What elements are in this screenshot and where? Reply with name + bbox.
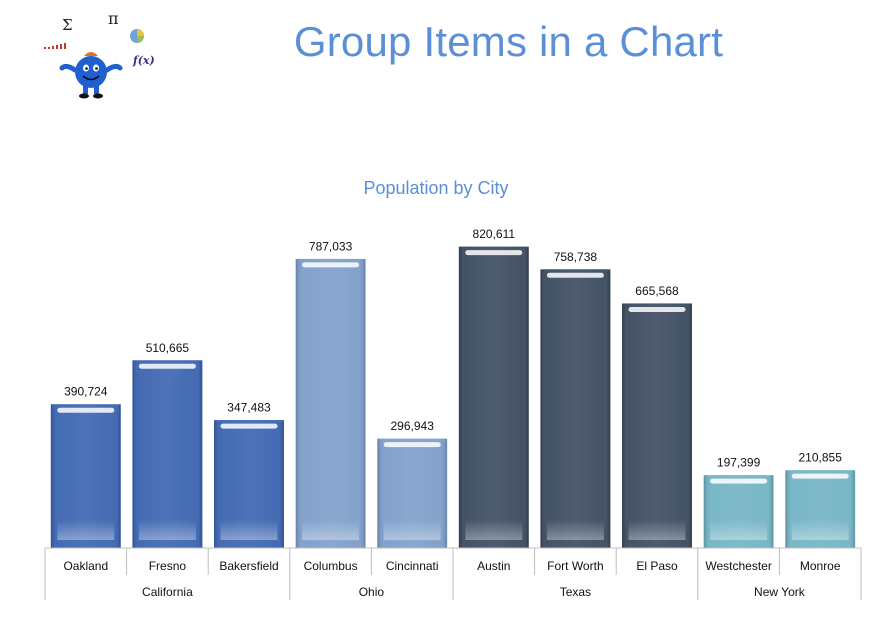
pi-symbol: π [108, 9, 119, 28]
x-tick-label: Cincinnati [386, 559, 439, 573]
x-tick-label: Austin [477, 559, 510, 573]
bar-highlight [710, 478, 768, 484]
bar-highlight [302, 262, 360, 268]
data-label-el-paso: 665,568 [635, 284, 679, 298]
bar-base-glow [465, 520, 523, 540]
bar-highlight [220, 423, 278, 429]
data-label-monroe: 210,855 [799, 451, 843, 465]
bar-base-glow [628, 520, 686, 540]
x-tick-label: El Paso [636, 559, 678, 573]
bar-fresno: 510,665 [132, 341, 203, 549]
chart-title: Population by City [363, 178, 508, 198]
bar-el-paso: 665,568 [622, 284, 692, 549]
x-tick-label: Columbus [304, 559, 358, 573]
data-label-fresno: 510,665 [146, 341, 190, 355]
group-label: Texas [560, 585, 591, 599]
bar-westchester: 197,399 [703, 456, 774, 549]
pie-icon [130, 29, 144, 43]
x-tick-label: Monroe [800, 559, 841, 573]
bar-shine [459, 247, 529, 548]
bar-highlight [383, 442, 441, 448]
bar-highlight [138, 363, 196, 369]
bar-base-glow [791, 520, 849, 540]
bar-base-glow [57, 520, 115, 540]
bar-highlight [791, 473, 849, 479]
group-label: New York [754, 585, 806, 599]
data-label-austin: 820,611 [473, 227, 516, 241]
data-label-cincinnati: 296,943 [391, 419, 435, 433]
data-label-westchester: 197,399 [717, 456, 761, 470]
bar-highlight [57, 407, 115, 413]
x-tick-label: Bakersfield [219, 559, 278, 573]
bar-base-glow [546, 520, 604, 540]
bar-highlight [628, 306, 686, 312]
x-tick-label: Westchester [705, 559, 771, 573]
bar-oakland: 390,724 [50, 385, 121, 549]
x-tick-label: Fort Worth [547, 559, 603, 573]
bar-highlight [465, 250, 523, 256]
data-label-fort-worth: 758,738 [554, 250, 598, 264]
bars-icon [44, 43, 66, 49]
bar-fort-worth: 758,738 [540, 250, 611, 549]
group-label: California [142, 585, 193, 599]
x-tick-label: Oakland [63, 559, 108, 573]
page-title: Group Items in a Chart [293, 18, 724, 65]
bar-monroe: 210,855 [785, 451, 856, 549]
bar-base-glow [383, 520, 441, 540]
mascot-figure [59, 52, 123, 99]
data-label-oakland: 390,724 [64, 385, 108, 399]
bar-cincinnati: 296,943 [377, 419, 448, 549]
bar-austin: 820,611 [458, 227, 529, 549]
group-label: Ohio [359, 585, 385, 599]
bar-highlight [546, 272, 604, 278]
bar-shine [622, 303, 692, 548]
bar-base-glow [302, 520, 360, 540]
x-tick-label: Fresno [149, 559, 187, 573]
bar-columbus: 787,033 [295, 239, 366, 549]
sigma-symbol: Σ [62, 16, 73, 34]
bar-base-glow [138, 520, 196, 540]
math-mascot-icon: Σ π f(x) [44, 9, 155, 99]
bar-shine [540, 269, 610, 548]
bar-base-glow [710, 520, 768, 540]
bar-shine [296, 259, 366, 548]
data-label-columbus: 787,033 [309, 239, 353, 253]
data-label-bakersfield: 347,483 [227, 401, 271, 415]
bar-base-glow [220, 520, 278, 540]
fx-symbol: f(x) [132, 54, 155, 67]
bar-bakersfield: 347,483 [214, 401, 284, 549]
bar-shine [132, 360, 202, 548]
